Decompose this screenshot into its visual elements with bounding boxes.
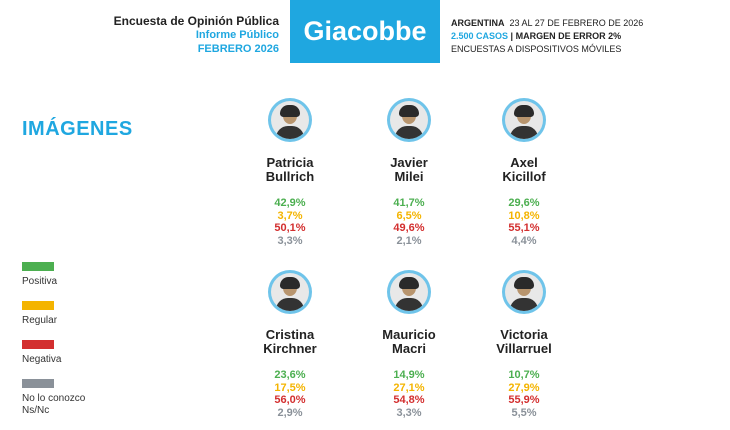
survey-location-period: ARGENTINA 23 AL 27 DE FEBRERO DE 2026 <box>451 17 643 30</box>
candidate-card-kirchner: Cristina Kirchner 23,6% 17,5% 56,0% 2,9% <box>230 270 350 419</box>
legend-label: Negativa <box>22 354 62 365</box>
candidate-first-name: Javier <box>390 155 428 170</box>
legend: Positiva Regular Negativa No lo conozco … <box>22 262 142 430</box>
value-ns: 5,5% <box>511 406 537 419</box>
candidate-values: 41,7% 6,5% 49,6% 2,1% <box>349 197 469 247</box>
value-negativa: 55,1% <box>508 222 540 234</box>
candidate-values: 14,9% 27,1% 54,8% 3,3% <box>349 369 469 419</box>
report-date: FEBRERO 2026 <box>197 43 279 55</box>
value-ns: 3,3% <box>277 234 303 247</box>
value-ns: 2,1% <box>396 234 422 247</box>
candidate-values: 23,6% 17,5% 56,0% 2,9% <box>230 369 350 419</box>
candidate-name: Mauricio Macri <box>349 328 469 356</box>
legend-label: No lo conozco Ns/Nc <box>22 393 86 416</box>
candidate-first-name: Axel <box>510 155 538 170</box>
survey-country: ARGENTINA <box>451 18 505 28</box>
survey-method: ENCUESTAS A DISPOSITIVOS MÓVILES <box>451 44 622 54</box>
candidate-card-villarruel: Victoria Villarruel 10,7% 27,9% 55,9% 5,… <box>464 270 584 419</box>
separator: | <box>510 31 514 41</box>
header-right: ARGENTINA 23 AL 27 DE FEBRERO DE 2026 2.… <box>451 17 643 56</box>
value-positiva: 41,7% <box>393 197 425 209</box>
candidate-last-name: Milei <box>394 169 424 184</box>
legend-item-negativa: Negativa <box>22 340 142 366</box>
value-negativa: 54,8% <box>393 394 425 406</box>
candidate-name: Patricia Bullrich <box>230 156 350 184</box>
report-subtitle: Informe Público <box>195 29 279 41</box>
legend-item-regular: Regular <box>22 301 142 327</box>
value-negativa: 56,0% <box>274 394 306 406</box>
value-regular: 27,1% <box>393 381 425 394</box>
legend-swatch <box>22 262 54 271</box>
value-regular: 10,8% <box>508 209 540 222</box>
candidate-last-name: Bullrich <box>265 169 315 184</box>
candidate-card-bullrich: Patricia Bullrich 42,9% 3,7% 50,1% 3,3% <box>230 98 350 247</box>
value-positiva: 23,6% <box>274 369 306 381</box>
candidate-photo <box>268 270 312 314</box>
legend-item-positiva: Positiva <box>22 262 142 288</box>
candidate-card-milei: Javier Milei 41,7% 6,5% 49,6% 2,1% <box>349 98 469 247</box>
value-regular: 17,5% <box>274 381 306 394</box>
survey-sample: 2.500 CASOS | MARGEN DE ERROR 2% <box>451 30 643 43</box>
candidate-photo <box>502 270 546 314</box>
value-positiva: 29,6% <box>508 197 540 209</box>
candidate-photo <box>387 98 431 142</box>
value-regular: 6,5% <box>396 209 422 222</box>
candidate-first-name: Mauricio <box>382 327 436 342</box>
header-left: Encuesta de Opinión Pública Informe Públ… <box>0 14 279 56</box>
candidate-values: 10,7% 27,9% 55,9% 5,5% <box>464 369 584 419</box>
value-negativa: 49,6% <box>393 222 425 234</box>
section-title: IMÁGENES <box>22 118 133 140</box>
candidate-name: Cristina Kirchner <box>230 328 350 356</box>
brand-logo: Giacobbe <box>290 0 440 63</box>
value-regular: 3,7% <box>277 209 303 222</box>
candidate-card-macri: Mauricio Macri 14,9% 27,1% 54,8% 3,3% <box>349 270 469 419</box>
candidate-last-name: Kirchner <box>263 341 317 356</box>
candidate-last-name: Villarruel <box>496 341 552 356</box>
candidate-photo <box>268 98 312 142</box>
candidate-name: Javier Milei <box>349 156 469 184</box>
survey-cases: 2.500 CASOS <box>451 31 509 41</box>
value-regular: 27,9% <box>508 381 540 394</box>
candidate-photo <box>387 270 431 314</box>
legend-swatch <box>22 301 54 310</box>
legend-label: Regular <box>22 315 58 326</box>
candidate-card-kicillof: Axel Kicillof 29,6% 10,8% 55,1% 4,4% <box>464 98 584 247</box>
value-positiva: 42,9% <box>274 197 306 209</box>
survey-margin: MARGEN DE ERROR 2% <box>515 31 622 41</box>
candidate-last-name: Kicillof <box>502 169 546 184</box>
legend-item-ns: No lo conozco Ns/Nc <box>22 379 142 417</box>
value-ns: 4,4% <box>511 234 537 247</box>
value-ns: 2,9% <box>277 406 303 419</box>
value-negativa: 55,9% <box>508 394 540 406</box>
legend-swatch <box>22 379 54 388</box>
candidate-first-name: Cristina <box>265 327 315 342</box>
candidate-first-name: Patricia <box>266 155 314 170</box>
candidate-values: 42,9% 3,7% 50,1% 3,3% <box>230 197 350 247</box>
candidate-name: Victoria Villarruel <box>464 328 584 356</box>
candidate-last-name: Macri <box>392 341 426 356</box>
value-positiva: 14,9% <box>393 369 425 381</box>
value-positiva: 10,7% <box>508 369 540 381</box>
survey-period: 23 AL 27 DE FEBRERO DE 2026 <box>509 18 644 28</box>
legend-label: Positiva <box>22 276 58 287</box>
value-negativa: 50,1% <box>274 222 306 234</box>
legend-swatch <box>22 340 54 349</box>
candidate-values: 29,6% 10,8% 55,1% 4,4% <box>464 197 584 247</box>
value-ns: 3,3% <box>396 406 422 419</box>
candidate-photo <box>502 98 546 142</box>
report-title: Encuesta de Opinión Pública <box>113 14 279 28</box>
candidate-name: Axel Kicillof <box>464 156 584 184</box>
candidate-first-name: Victoria <box>500 327 548 342</box>
